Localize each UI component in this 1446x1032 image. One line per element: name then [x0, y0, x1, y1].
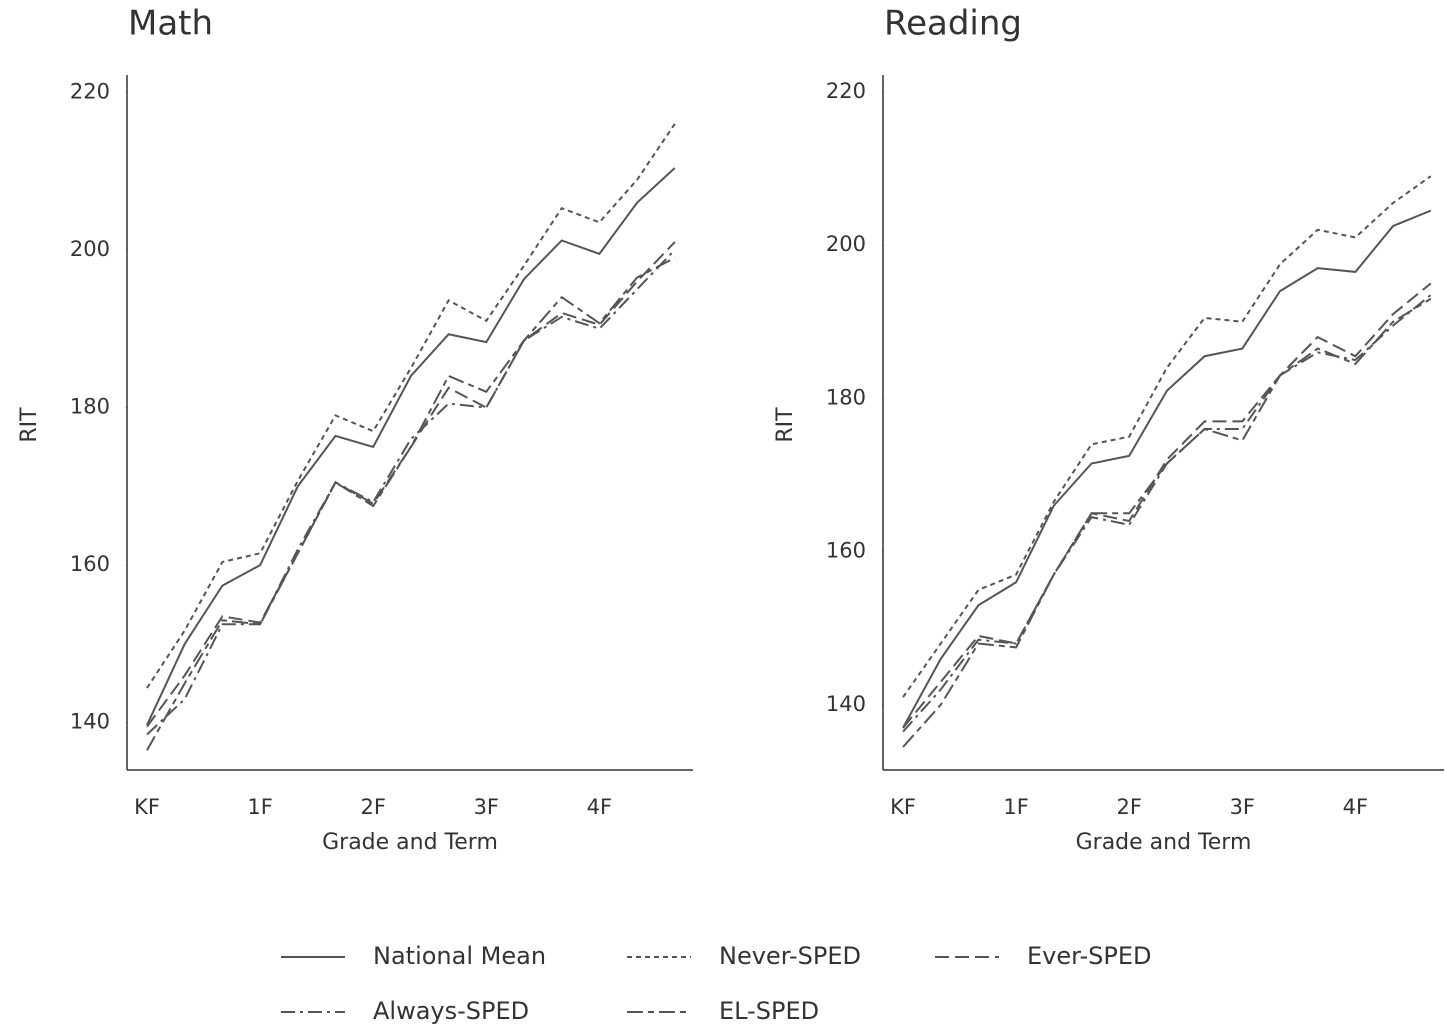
x-tick-label: 4F [587, 795, 612, 819]
x-tick-label: KF [134, 795, 160, 819]
series-line [902, 282, 1432, 729]
series-line [146, 249, 676, 736]
y-axis-label: RIT [773, 407, 798, 443]
y-axis-label: RIT [17, 407, 42, 443]
series-line [146, 256, 676, 751]
series-line [146, 241, 676, 728]
series-line [902, 294, 1432, 733]
series-line [146, 123, 676, 689]
y-tick-label: 140 [826, 692, 866, 716]
y-tick-label: 160 [70, 552, 110, 576]
y-tick-label: 140 [70, 710, 110, 734]
series-line [902, 209, 1432, 729]
x-tick-label: 3F [474, 795, 499, 819]
x-tick-label: 3F [1230, 795, 1255, 819]
legend-label: National Mean [373, 942, 546, 970]
series-line [146, 167, 676, 726]
y-tick-label: 200 [826, 232, 866, 256]
legend-label: EL-SPED [719, 997, 819, 1025]
x-tick-label: 2F [1116, 795, 1141, 819]
y-tick-label: 220 [826, 79, 866, 103]
legend-label: Always-SPED [373, 997, 529, 1025]
y-tick-label: 160 [826, 539, 866, 563]
chart-title: Math [128, 4, 213, 44]
legend-label: Never-SPED [719, 942, 861, 970]
x-tick-label: 2F [360, 795, 385, 819]
x-tick-label: 1F [247, 795, 272, 819]
y-tick-label: 200 [70, 237, 110, 261]
x-axis-label: Grade and Term [322, 830, 498, 855]
series-line [902, 297, 1432, 748]
x-axis-label: Grade and Term [1076, 830, 1252, 855]
y-tick-label: 180 [826, 385, 866, 409]
x-tick-label: 1F [1003, 795, 1028, 819]
x-tick-label: 4F [1343, 795, 1368, 819]
x-tick-label: KF [890, 795, 916, 819]
y-tick-label: 180 [70, 395, 110, 419]
y-tick-label: 220 [70, 79, 110, 103]
series-line [902, 175, 1432, 698]
legend-label: Ever-SPED [1027, 942, 1151, 970]
chart-title: Reading [884, 4, 1022, 44]
